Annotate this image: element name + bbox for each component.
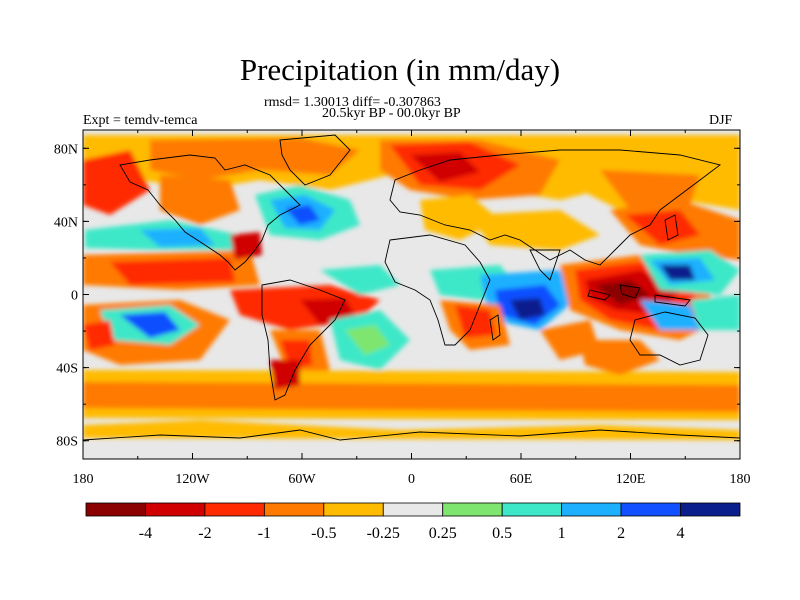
lon-tick-label: 60W [288,472,316,487]
colorbar-label: -4 [139,525,152,542]
season-label: DJF [709,113,733,128]
colorbar-label: 4 [677,525,685,542]
chart-title: Precipitation (in mm/day) [239,52,561,87]
lon-tick-label: 0 [408,472,415,487]
colorbar-swatch [323,502,384,517]
colorbar-swatch [561,502,622,517]
latitude-axis: 80N 40N 0 40S 80S [54,142,740,450]
lon-tick-label: 180 [730,472,751,487]
lat-tick-label: 80S [56,435,78,450]
lon-tick-label: 120W [175,472,210,487]
lat-tick-label: 80N [54,142,78,157]
lon-tick-label: 180 [73,472,94,487]
precipitation-field [83,130,740,459]
colorbar-label: -0.5 [311,525,336,542]
colorbar-label: 1 [558,525,566,542]
colorbar-swatch [204,502,265,517]
colorbar-label: 2 [617,525,625,542]
lon-tick-label: 120E [616,472,646,487]
colorbar-swatch [145,502,206,517]
colorbar-swatch [382,502,444,517]
colorbar-swatch [620,502,681,517]
lat-tick-label: 0 [71,289,78,304]
colorbar-swatch [680,502,741,517]
lat-tick-label: 40S [56,362,78,377]
colorbar-label: -0.25 [367,525,400,542]
colorbar-swatch [442,502,503,517]
colorbar-swatch [501,502,563,517]
colorbar-label: 0.25 [429,525,457,542]
colorbar-swatch [85,502,146,517]
colorbar: -4 -2 -1 -0.5 -0.25 0.25 0.5 1 2 4 [85,502,741,542]
lon-tick-label: 60E [510,472,533,487]
colorbar-label: 0.5 [492,525,512,542]
colorbar-label: -1 [258,525,271,542]
colorbar-swatch [263,502,325,517]
coastlines [83,134,740,441]
rmsd-diff-stats: rmsd= 1.30013 diff= -0.307863 [264,95,441,110]
lat-tick-label: 40N [54,215,78,230]
experiment-label: Expt = temdv-temca [83,113,198,128]
time-period-label: 20.5kyr BP - 00.0kyr BP [322,106,461,121]
colorbar-label: -2 [198,525,211,542]
longitude-axis: 180 120W 60W 0 60E 120E 180 [73,130,751,487]
